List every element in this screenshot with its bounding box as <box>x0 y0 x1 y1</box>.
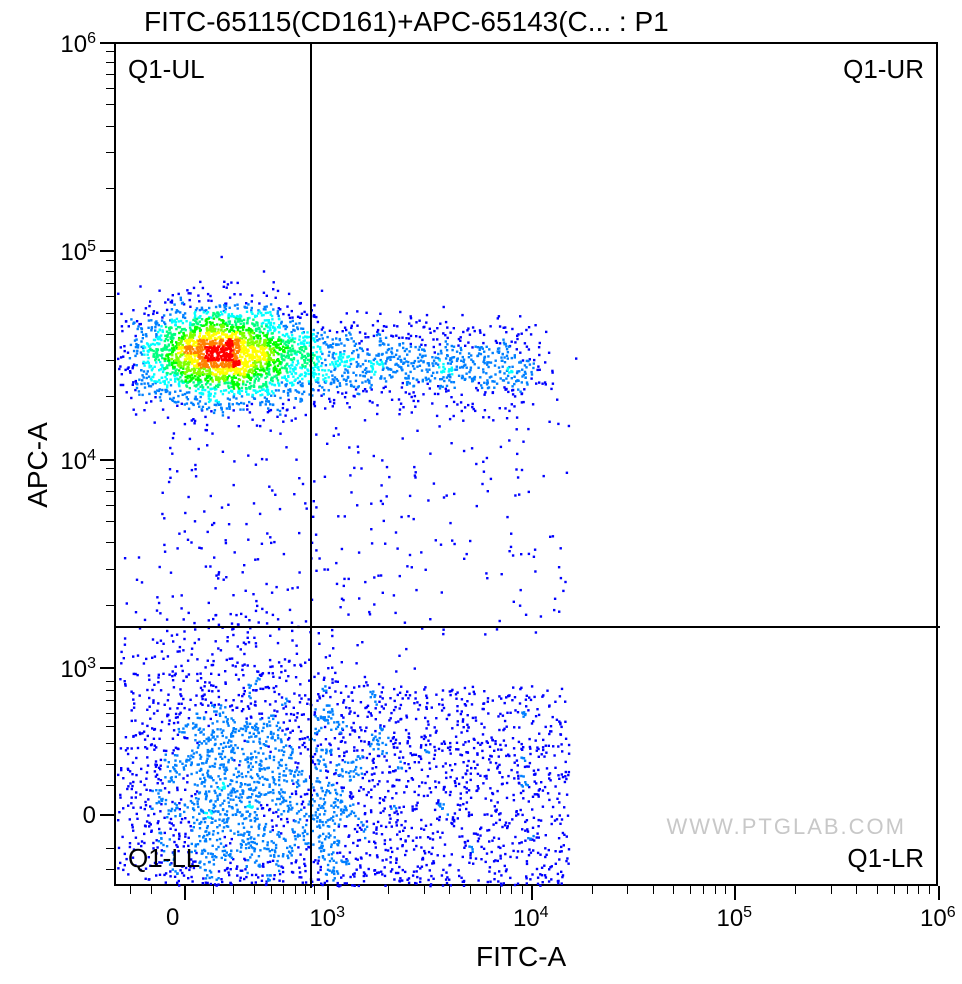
x-tick-major <box>327 886 329 900</box>
y-tick-label: 0 <box>83 802 96 830</box>
y-tick-label: 103 <box>60 655 96 684</box>
y-tick-major <box>100 459 114 461</box>
y-tick-minor <box>106 283 114 284</box>
y-tick-label: 105 <box>60 238 96 267</box>
y-tick-minor <box>106 188 114 189</box>
watermark: WWW.PTGLAB.COM <box>667 814 906 840</box>
y-tick-label: 104 <box>60 447 96 476</box>
y-tick-minor <box>106 468 114 469</box>
y-tick-minor <box>106 521 114 522</box>
quadrant-label-ur: Q1-UR <box>843 54 924 85</box>
flow-cytometry-chart: FITC-65115(CD161)+APC-65143(C... : P1 Q1… <box>0 0 962 984</box>
y-tick-minor <box>106 505 114 506</box>
x-tick-major <box>734 886 736 900</box>
scatter-svg <box>116 44 940 888</box>
x-tick-label: 104 <box>513 904 549 933</box>
y-tick-minor <box>106 569 114 570</box>
y-tick-minor <box>106 152 114 153</box>
quadrant-hline <box>116 626 940 628</box>
y-tick-minor <box>106 764 114 765</box>
x-tick-major <box>184 886 186 900</box>
quadrant-label-ul: Q1-UL <box>128 54 205 85</box>
y-tick-minor <box>106 74 114 75</box>
y-axis-label: APC-A <box>22 415 54 515</box>
y-tick-minor <box>106 88 114 89</box>
y-tick-major <box>100 667 114 669</box>
y-tick-minor <box>106 681 114 682</box>
y-tick-minor <box>106 296 114 297</box>
y-tick-minor <box>106 848 114 849</box>
x-tick-major <box>531 886 533 900</box>
y-tick-minor <box>106 396 114 397</box>
x-axis-label: FITC-A <box>476 941 566 973</box>
y-tick-minor <box>106 491 114 492</box>
y-tick-minor <box>106 690 114 691</box>
y-tick-major <box>100 250 114 252</box>
y-tick-minor <box>106 713 114 714</box>
y-tick-minor <box>106 726 114 727</box>
x-tick-label: 105 <box>716 904 752 933</box>
y-tick-major <box>100 814 114 816</box>
y-tick-label: 106 <box>60 30 96 59</box>
y-tick-minor <box>106 260 114 261</box>
y-tick-minor <box>106 334 114 335</box>
x-tick-major <box>938 886 940 900</box>
y-tick-minor <box>106 271 114 272</box>
y-tick-major <box>100 42 114 44</box>
plot-area: Q1-UL Q1-UR Q1-LL Q1-LR WWW.PTGLAB.COM <box>114 42 938 886</box>
y-tick-minor <box>106 785 114 786</box>
y-tick-minor <box>106 313 114 314</box>
x-tick-label: 103 <box>309 904 345 933</box>
quadrant-vline <box>310 44 312 888</box>
y-tick-minor <box>106 360 114 361</box>
x-tick-label: 106 <box>920 904 956 933</box>
chart-title: FITC-65115(CD161)+APC-65143(C... : P1 <box>144 6 669 38</box>
y-tick-minor <box>106 700 114 701</box>
quadrant-label-lr: Q1-LR <box>847 843 924 874</box>
y-tick-minor <box>106 126 114 127</box>
y-tick-minor <box>106 605 114 606</box>
y-tick-minor <box>106 542 114 543</box>
x-tick-label: 0 <box>166 904 179 932</box>
quadrant-label-ll: Q1-LL <box>128 843 200 874</box>
y-tick-minor <box>106 479 114 480</box>
y-tick-minor <box>106 51 114 52</box>
y-tick-minor <box>106 743 114 744</box>
y-tick-minor <box>106 869 114 870</box>
y-tick-minor <box>106 104 114 105</box>
y-tick-minor <box>106 62 114 63</box>
